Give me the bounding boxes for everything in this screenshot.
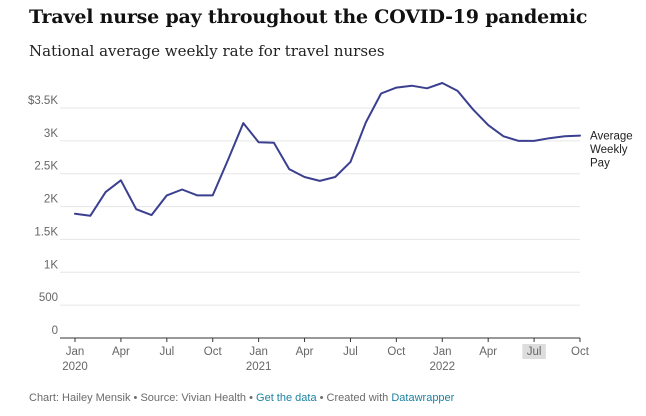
- series-label: Average: [590, 131, 633, 143]
- x-axis-labels: Jan 2020 Apr Jul Oct Jan 2021 Apr Jul Oct Jan 2022 A…: [62, 344, 590, 373]
- chart-byline: Chart: Hailey Mensik: [29, 392, 131, 404]
- y-axis-labels: 0 500 1K 1.5K 2K 2.5K 3K $3.5K: [28, 95, 58, 337]
- x-tick-label: Jul: [159, 346, 174, 358]
- footer-separator: •: [246, 392, 257, 404]
- x-tick-label: Apr: [296, 346, 314, 358]
- x-tick-year-label: 2020: [62, 361, 88, 373]
- y-tick-label: 0: [52, 325, 58, 337]
- series-label: Pay: [590, 158, 610, 170]
- x-tick-label: Jan: [249, 346, 268, 358]
- series-label: Weekly: [590, 144, 628, 156]
- y-tick-label: 3K: [44, 128, 58, 140]
- grid-layer: [60, 107, 581, 342]
- y-tick-label: $3.5K: [28, 95, 58, 107]
- x-tick-label: Apr: [112, 346, 130, 358]
- datawrapper-link[interactable]: Datawrapper: [391, 392, 455, 404]
- source-credit: Source: Vivian Health: [140, 392, 247, 404]
- x-tick-label: Oct: [204, 346, 223, 358]
- get-data-link[interactable]: Get the data: [256, 392, 317, 404]
- chart-footer: Chart: Hailey Mensik • Source: Vivian He…: [29, 392, 454, 404]
- chart-title: Travel nurse pay throughout the COVID-19…: [29, 6, 588, 28]
- x-tick-highlight: [522, 344, 546, 359]
- x-tick-label: Jul: [343, 346, 358, 358]
- y-tick-label: 1.5K: [34, 226, 58, 238]
- x-tick-label: Jan: [433, 346, 452, 358]
- chart-subtitle: National average weekly rate for travel …: [29, 42, 385, 60]
- x-tick-label: Oct: [571, 346, 590, 358]
- x-tick-label: Oct: [387, 346, 406, 358]
- created-with-text: Created with: [326, 392, 389, 404]
- x-tick-year-label: 2022: [429, 361, 455, 373]
- y-tick-label: 500: [39, 292, 58, 304]
- footer-separator: •: [316, 392, 327, 404]
- x-tick-label: Apr: [479, 346, 497, 358]
- x-tick-label: Jul: [527, 346, 542, 358]
- y-tick-label: 2K: [44, 194, 58, 206]
- x-tick-label: Jan: [66, 346, 85, 358]
- series-line-average-weekly-pay: [74, 82, 581, 217]
- y-tick-label: 1K: [44, 259, 58, 271]
- line-chart: 0 500 1K 1.5K 2K 2.5K 3K $3.5K Jan 2020 Apr Jul Oct…: [28, 82, 633, 373]
- y-tick-label: 2.5K: [34, 161, 58, 173]
- footer-separator: •: [130, 392, 141, 404]
- x-tick-year-label: 2021: [246, 361, 272, 373]
